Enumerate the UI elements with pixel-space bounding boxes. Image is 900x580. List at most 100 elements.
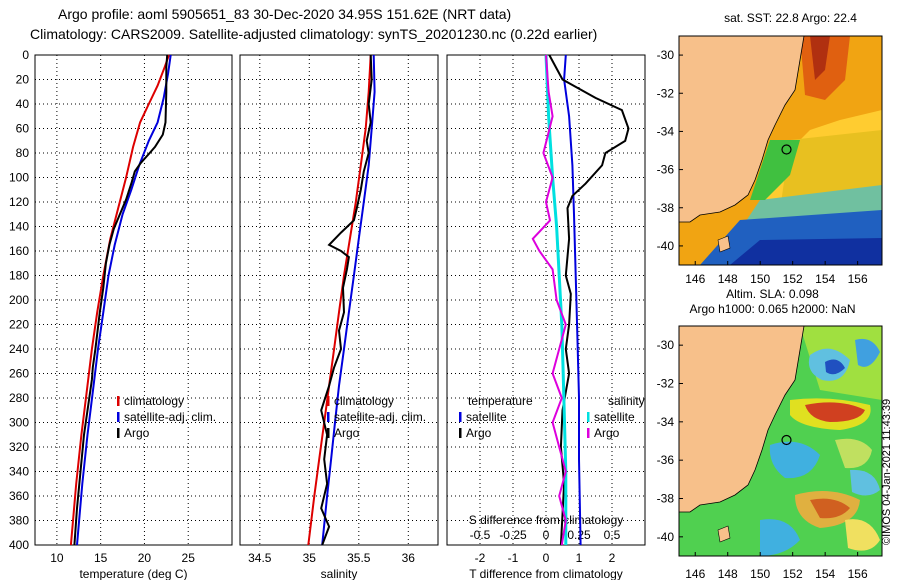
x-tick-label: 20 xyxy=(138,551,152,565)
map-axes-sla_map: 146 148 150 152 154 156 -30 -32 -34 -36 -38 -40 Alti… xyxy=(657,287,868,580)
map-y-tick-label: -38 xyxy=(657,492,675,506)
sst-map xyxy=(679,36,882,265)
chart-salinity: 34.5 35 35.5 36 salinity climatology satellite… xyxy=(239,54,439,580)
map-x-tick-label: 154 xyxy=(815,272,835,286)
series-line-s-satellite xyxy=(544,54,568,545)
legend-swatch xyxy=(327,428,330,438)
x-axis-label: temperature (deg C) xyxy=(79,567,187,580)
x-tick-label: 1 xyxy=(576,551,583,565)
plot-frame xyxy=(34,54,233,546)
page-title-line1: Argo profile: aoml 5905651_83 30-Dec-202… xyxy=(58,6,512,22)
y-tick-label: 400 xyxy=(9,538,29,552)
y-tick-label: 40 xyxy=(16,97,30,111)
y-tick-label: 180 xyxy=(9,269,29,283)
series-line-argo xyxy=(73,54,169,546)
series-line-satellite xyxy=(321,54,376,546)
map-x-tick-label: 152 xyxy=(783,567,803,580)
y-tick-label: 160 xyxy=(9,244,29,258)
x2-tick-label: 0.5 xyxy=(604,528,621,542)
x-tick-label: 35.5 xyxy=(347,551,371,565)
x-tick-label: -2 xyxy=(475,551,486,565)
y-tick-label: 60 xyxy=(16,122,30,136)
legend-swatch xyxy=(459,412,462,422)
y-tick-label: 120 xyxy=(9,195,29,209)
y-tick-label: 140 xyxy=(9,220,29,234)
x2-tick-label: 0.25 xyxy=(567,528,591,542)
plot-frame xyxy=(239,54,439,546)
legend-label: satellite-adj. clim. xyxy=(124,410,216,424)
legend-swatch xyxy=(117,428,120,438)
map-axes-sst_map: 146 148 150 152 154 156 -30 -32 -34 -36 -38 -40 sat.… xyxy=(657,11,868,286)
legend-swatch xyxy=(587,412,590,422)
series-line-s-argo xyxy=(531,54,567,546)
legend-label: satellite xyxy=(594,410,635,424)
legend-label: temperature xyxy=(468,394,533,408)
map-x-tick-label: 148 xyxy=(718,567,738,580)
map-y-tick-label: -34 xyxy=(657,415,675,429)
map-panels xyxy=(678,35,883,557)
x-tick-label: 2 xyxy=(609,551,616,565)
sst-map-title: sat. SST: 22.8 Argo: 22.4 xyxy=(724,11,857,25)
legend-swatch xyxy=(327,412,330,422)
sla-map-title: Altim. SLA: 0.098 xyxy=(726,287,819,301)
x2-axis-label: S difference from climatology xyxy=(469,513,624,527)
map-x-tick-label: 152 xyxy=(783,272,803,286)
map-y-tick-label: -38 xyxy=(657,201,675,215)
legend-label: climatology xyxy=(334,394,394,408)
x-tick-label: 15 xyxy=(94,551,108,565)
map-x-tick-label: 150 xyxy=(750,567,770,580)
y-tick-label: 100 xyxy=(9,171,29,185)
map-x-tick-label: 154 xyxy=(815,567,835,580)
legend-swatch xyxy=(117,412,120,422)
sla-map-subtitle: Argo h1000: 0.065 h2000: NaN xyxy=(689,302,855,316)
x2-tick-label: -0.25 xyxy=(499,528,527,542)
map-y-tick-label: -40 xyxy=(657,530,675,544)
argo-position-marker xyxy=(781,434,792,446)
sla-map-frame xyxy=(678,325,883,557)
map-x-tick-label: 156 xyxy=(848,567,868,580)
chart-difference: -2 -1 0 1 2 -0.5 -0.25 0 0.25 0.5S difference fro… xyxy=(446,54,646,580)
y-tick-label: 260 xyxy=(9,367,29,381)
series-line-climatology xyxy=(69,54,170,546)
x-tick-label: 25 xyxy=(182,551,196,565)
x-tick-label: 10 xyxy=(50,551,64,565)
y-tick-label: 20 xyxy=(16,73,30,87)
x-tick-label: 36 xyxy=(402,551,416,565)
series-line-satellite xyxy=(76,54,172,546)
x-axis-label: T difference from climatology xyxy=(469,567,623,580)
map-x-tick-label: 146 xyxy=(685,567,705,580)
map-y-tick-label: -32 xyxy=(657,377,675,391)
x-axis-label: salinity xyxy=(321,567,358,580)
map-y-tick-label: -36 xyxy=(657,453,675,467)
y-tick-label: 300 xyxy=(9,416,29,430)
imos-credit: ©IMOS 04-Jan-2021 11:43:39 xyxy=(881,399,893,545)
legend-label: Argo xyxy=(124,426,150,440)
sla-map xyxy=(679,326,882,556)
x-tick-label: -1 xyxy=(508,551,519,565)
y-tick-label: 240 xyxy=(9,342,29,356)
y-tick-label: 80 xyxy=(16,146,30,160)
map-x-tick-label: 156 xyxy=(848,272,868,286)
y-tick-label: 280 xyxy=(9,391,29,405)
map-x-tick-label: 148 xyxy=(718,272,738,286)
map-y-tick-label: -34 xyxy=(657,124,675,138)
x-tick-label: 0 xyxy=(543,551,550,565)
map-y-tick-label: -30 xyxy=(657,338,675,352)
page-title-line2: Climatology: CARS2009. Satellite-adjuste… xyxy=(30,26,598,42)
y-tick-label: 200 xyxy=(9,293,29,307)
map-y-tick-label: -32 xyxy=(657,86,675,100)
x-tick-label: 35 xyxy=(303,551,317,565)
legend-label: Argo xyxy=(594,426,620,440)
legend-label: Argo xyxy=(466,426,492,440)
map-x-tick-label: 150 xyxy=(750,272,770,286)
legend-swatch xyxy=(459,428,462,438)
chart-temperature: 10 15 20 25 0 20 40 60 80 100 120 140 160 180 200 220 24… xyxy=(9,48,233,580)
map-x-tick-label: 146 xyxy=(685,272,705,286)
legend-swatch xyxy=(327,396,330,406)
y-tick-label: 340 xyxy=(9,465,29,479)
y-tick-label: 220 xyxy=(9,318,29,332)
series-line-argo xyxy=(320,54,373,546)
x-tick-label: 34.5 xyxy=(248,551,272,565)
legend-label: climatology xyxy=(124,394,184,408)
